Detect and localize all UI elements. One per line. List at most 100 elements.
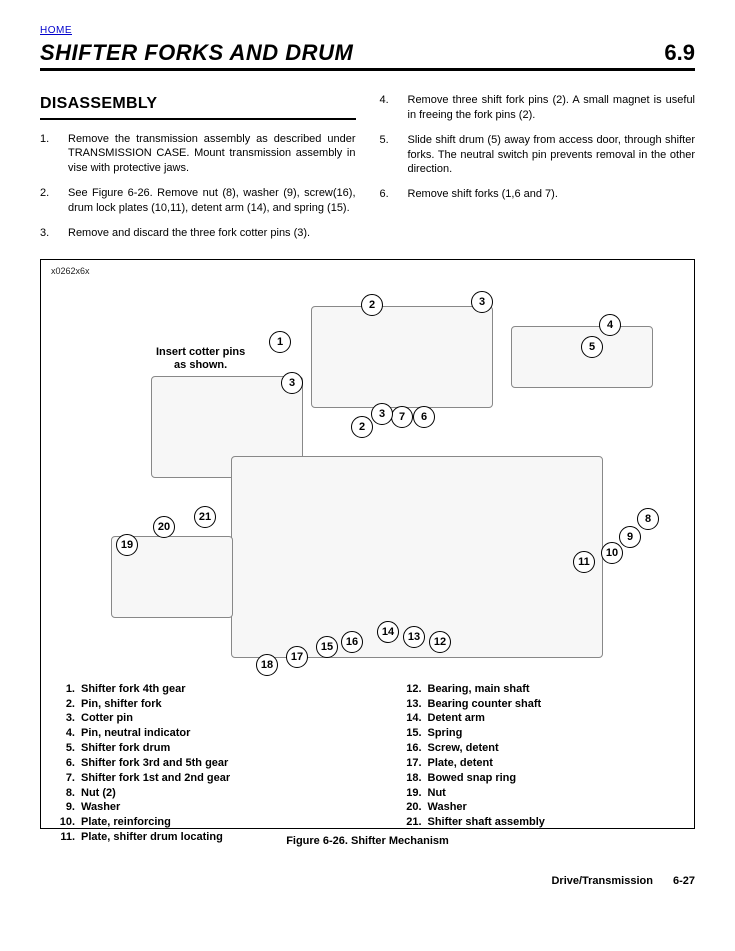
part-row: 8.Nut (2) <box>51 786 338 801</box>
part-label: Pin, shifter fork <box>81 697 162 712</box>
step-item: Slide shift drum (5) away from access do… <box>380 133 696 178</box>
part-number: 19. <box>398 786 428 801</box>
part-row: 2.Pin, shifter fork <box>51 697 338 712</box>
part-row: 12.Bearing, main shaft <box>398 682 685 697</box>
part-label: Shifter shaft assembly <box>428 815 545 830</box>
callout-1: 1 <box>269 331 291 353</box>
part-label: Washer <box>428 800 467 815</box>
part-number: 10. <box>51 815 81 830</box>
callout-7: 7 <box>391 406 413 428</box>
parts-list: 1.Shifter fork 4th gear2.Pin, shifter fo… <box>51 682 684 845</box>
callout-12: 12 <box>429 631 451 653</box>
callout-3: 3 <box>371 403 393 425</box>
part-number: 2. <box>51 697 81 712</box>
part-number: 6. <box>51 756 81 771</box>
part-label: Plate, reinforcing <box>81 815 171 830</box>
footer-page: 6-27 <box>673 875 695 887</box>
part-number: 5. <box>51 741 81 756</box>
part-label: Shifter fork 4th gear <box>81 682 186 697</box>
part-row: 6.Shifter fork 3rd and 5th gear <box>51 756 338 771</box>
part-label: Bearing counter shaft <box>428 697 542 712</box>
part-row: 18.Bowed snap ring <box>398 771 685 786</box>
callout-19: 19 <box>116 534 138 556</box>
part-number: 7. <box>51 771 81 786</box>
callout-8: 8 <box>637 508 659 530</box>
step-item: Remove three shift fork pins (2). A smal… <box>380 93 696 123</box>
callout-16: 16 <box>341 631 363 653</box>
part-number: 21. <box>398 815 428 830</box>
callout-2: 2 <box>351 416 373 438</box>
step-item: Remove and discard the three fork cotter… <box>40 226 356 241</box>
part-number: 13. <box>398 697 428 712</box>
page-title: SHIFTER FORKS AND DRUM <box>40 40 353 66</box>
part-row: 3.Cotter pin <box>51 711 338 726</box>
part-label: Washer <box>81 800 120 815</box>
part-row: 14.Detent arm <box>398 711 685 726</box>
callout-13: 13 <box>403 626 425 648</box>
left-column: DISASSEMBLY Remove the transmission asse… <box>40 93 356 251</box>
step-item: Remove the transmission assembly as desc… <box>40 132 356 177</box>
callout-3: 3 <box>471 291 493 313</box>
part-label: Cotter pin <box>81 711 133 726</box>
callout-11: 11 <box>573 551 595 573</box>
part-row: 13.Bearing counter shaft <box>398 697 685 712</box>
part-row: 11.Plate, shifter drum locating <box>51 830 338 845</box>
footer-section: Drive/Transmission <box>551 875 653 887</box>
section-number: 6.9 <box>664 40 695 66</box>
title-row: SHIFTER FORKS AND DRUM 6.9 <box>40 40 695 71</box>
steps-left: Remove the transmission assembly as desc… <box>40 132 356 241</box>
part-label: Pin, neutral indicator <box>81 726 190 741</box>
subheading-disassembly: DISASSEMBLY <box>40 93 356 120</box>
part-row: 4.Pin, neutral indicator <box>51 726 338 741</box>
part-row: 19.Nut <box>398 786 685 801</box>
figure-id: x0262x6x <box>51 266 684 276</box>
steps-right: Remove three shift fork pins (2). A smal… <box>380 93 696 202</box>
part-row: 16.Screw, detent <box>398 741 685 756</box>
part-number: 20. <box>398 800 428 815</box>
part-row: 7.Shifter fork 1st and 2nd gear <box>51 771 338 786</box>
part-label: Bowed snap ring <box>428 771 517 786</box>
part-row: 10.Plate, reinforcing <box>51 815 338 830</box>
part-number: 16. <box>398 741 428 756</box>
part-row: 15.Spring <box>398 726 685 741</box>
part-label: Nut (2) <box>81 786 116 801</box>
callout-9: 9 <box>619 526 641 548</box>
part-number: 18. <box>398 771 428 786</box>
callout-10: 10 <box>601 542 623 564</box>
part-label: Spring <box>428 726 463 741</box>
part-number: 4. <box>51 726 81 741</box>
callout-5: 5 <box>581 336 603 358</box>
right-column: Remove three shift fork pins (2). A smal… <box>380 93 696 251</box>
insert-note: Insert cotter pinsas shown. <box>156 346 245 372</box>
diagram-region <box>511 326 653 388</box>
callout-2: 2 <box>361 294 383 316</box>
callout-4: 4 <box>599 314 621 336</box>
part-label: Screw, detent <box>428 741 499 756</box>
part-number: 12. <box>398 682 428 697</box>
step-item: Remove shift forks (1,6 and 7). <box>380 187 696 202</box>
callout-17: 17 <box>286 646 308 668</box>
part-number: 9. <box>51 800 81 815</box>
part-label: Shifter fork 3rd and 5th gear <box>81 756 228 771</box>
part-label: Shifter fork 1st and 2nd gear <box>81 771 230 786</box>
page-footer: Drive/Transmission 6-27 <box>40 875 695 887</box>
callout-18: 18 <box>256 654 278 676</box>
part-number: 8. <box>51 786 81 801</box>
home-link[interactable]: HOME <box>40 25 72 36</box>
part-label: Detent arm <box>428 711 485 726</box>
callout-21: 21 <box>194 506 216 528</box>
diagram-region <box>311 306 493 408</box>
part-row: 21.Shifter shaft assembly <box>398 815 685 830</box>
part-label: Nut <box>428 786 446 801</box>
callout-20: 20 <box>153 516 175 538</box>
part-row: 1.Shifter fork 4th gear <box>51 682 338 697</box>
part-number: 1. <box>51 682 81 697</box>
figure-box: x0262x6x Insert cotter pinsas shown. 123… <box>40 259 695 829</box>
figure-image-area: Insert cotter pinsas shown. 123345672389… <box>51 276 684 676</box>
part-row: 5.Shifter fork drum <box>51 741 338 756</box>
callout-3: 3 <box>281 372 303 394</box>
part-label: Bearing, main shaft <box>428 682 530 697</box>
callout-15: 15 <box>316 636 338 658</box>
part-number: 3. <box>51 711 81 726</box>
step-item: See Figure 6-26. Remove nut (8), washer … <box>40 186 356 216</box>
